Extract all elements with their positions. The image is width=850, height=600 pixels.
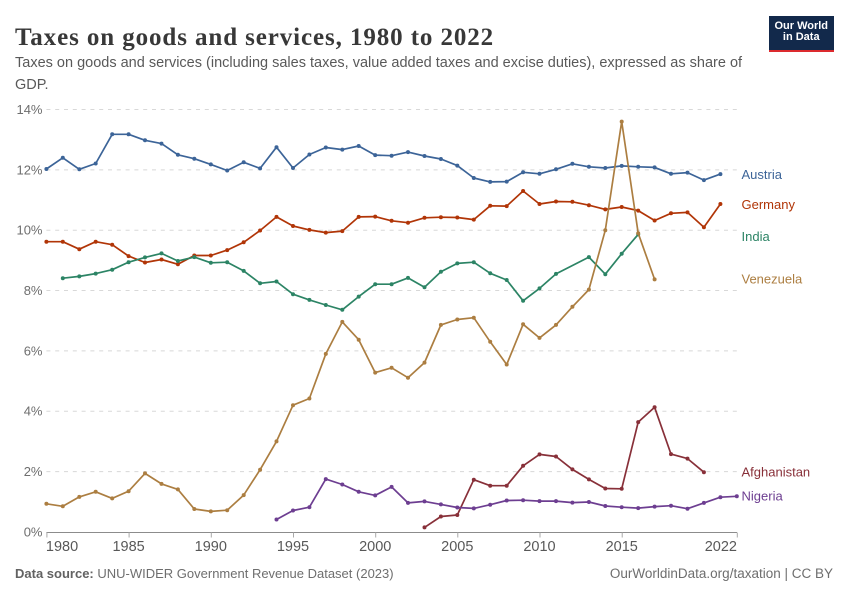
svg-text:1980: 1980 xyxy=(46,539,78,555)
svg-text:2000: 2000 xyxy=(359,539,391,555)
svg-text:1990: 1990 xyxy=(195,539,227,555)
svg-text:1995: 1995 xyxy=(277,539,309,555)
svg-text:2005: 2005 xyxy=(441,539,473,555)
svg-text:Germany: Germany xyxy=(742,197,796,212)
svg-text:Venezuela: Venezuela xyxy=(742,272,803,287)
svg-text:6%: 6% xyxy=(24,343,43,358)
svg-text:2%: 2% xyxy=(24,464,43,479)
svg-text:Afghanistan: Afghanistan xyxy=(742,465,811,480)
svg-text:Nigeria: Nigeria xyxy=(742,489,784,504)
svg-text:1985: 1985 xyxy=(112,539,144,555)
svg-text:14%: 14% xyxy=(16,102,42,117)
svg-text:12%: 12% xyxy=(16,162,42,177)
svg-text:Austria: Austria xyxy=(742,167,783,182)
svg-text:India: India xyxy=(742,229,771,244)
svg-text:4%: 4% xyxy=(24,404,43,419)
svg-text:2022: 2022 xyxy=(705,539,737,555)
svg-text:10%: 10% xyxy=(16,223,42,238)
svg-text:8%: 8% xyxy=(24,283,43,298)
svg-text:2015: 2015 xyxy=(606,539,638,555)
svg-text:2010: 2010 xyxy=(523,539,555,555)
svg-text:0%: 0% xyxy=(24,524,43,539)
